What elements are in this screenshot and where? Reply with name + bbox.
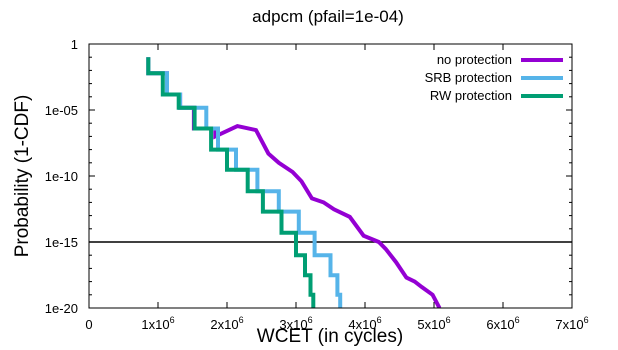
x-tick-labels: 0 1x106 2x106 3x106 4x106 5x106 6x106 7x106 [85, 315, 588, 332]
legend-label: SRB protection [425, 70, 512, 85]
legend-label: no protection [437, 52, 512, 67]
x-tick-label: 2x106 [210, 315, 243, 332]
series-line [146, 57, 316, 308]
y-tick-label: 1e-10 [45, 169, 78, 184]
y-tick-label: 1e-20 [45, 301, 78, 316]
chart-title: adpcm (pfail=1e-04) [252, 7, 404, 26]
series-layer [146, 57, 442, 308]
y-tick-label: 1 [71, 37, 78, 52]
legend-label: RW protection [430, 88, 512, 103]
series-line [146, 57, 442, 308]
x-tick-label: 0 [85, 317, 92, 332]
x-tick-label: 1x106 [141, 315, 174, 332]
x-tick-label: 7x106 [555, 315, 588, 332]
legend: no protection SRB protection RW protection [425, 52, 563, 103]
x-tick-label: 5x106 [417, 315, 450, 332]
y-tick-labels: 1 1e-05 1e-10 1e-15 1e-20 [45, 37, 78, 316]
x-axis-title: WCET (in cycles) [257, 326, 403, 347]
x-tick-label: 3x106 [279, 315, 312, 332]
y-tick-label: 1e-05 [45, 103, 78, 118]
plot-frame [88, 43, 573, 309]
x-tick-label: 6x106 [486, 315, 519, 332]
y-axis-title: Probability (1-CDF) [12, 95, 33, 258]
y-tick-label: 1e-15 [45, 235, 78, 250]
x-tick-label: 4x106 [348, 315, 381, 332]
